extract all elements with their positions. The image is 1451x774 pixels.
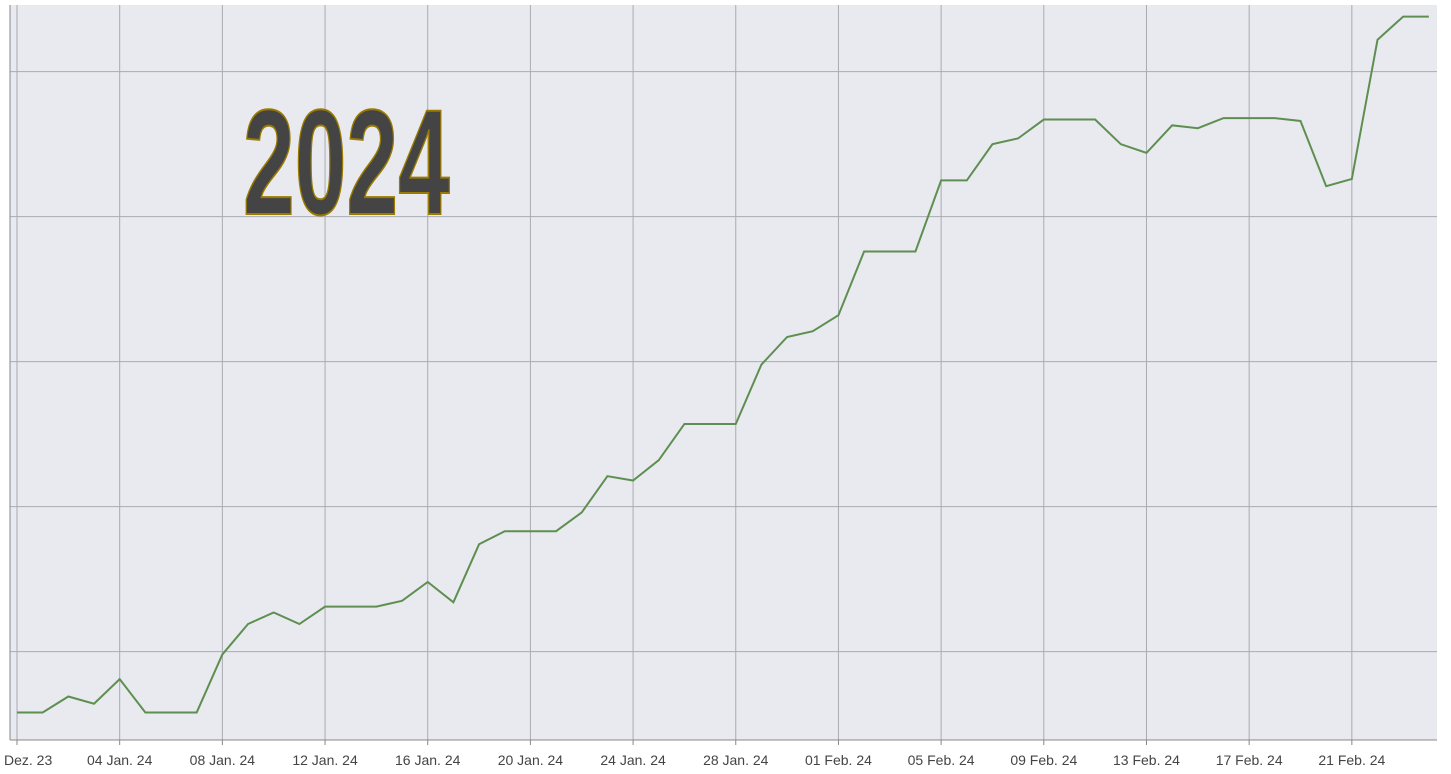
x-tick-label: 16 Jan. 24 (395, 752, 461, 768)
x-tick-label: 24 Jan. 24 (600, 752, 666, 768)
x-tick-label: 01 Feb. 24 (805, 752, 872, 768)
x-tick-label: 13 Feb. 24 (1113, 752, 1180, 768)
chart: Dez. 23 04 Jan. 24 08 Jan. 24 12 Jan. 24 16 … (0, 0, 1451, 774)
x-tick-label: 05 Feb. 24 (908, 752, 975, 768)
x-tick-label: 09 Feb. 24 (1010, 752, 1077, 768)
annotation: 2024 (243, 79, 450, 246)
x-tick-label: 28 Jan. 24 (703, 752, 769, 768)
x-tick-label: 04 Jan. 24 (87, 752, 153, 768)
x-tick-label: 21 Feb. 24 (1318, 752, 1385, 768)
plot-background (10, 5, 1437, 740)
x-tick-label: 17 Feb. 24 (1216, 752, 1283, 768)
x-tick-label: 12 Jan. 24 (292, 752, 358, 768)
x-tick-label: Dez. 23 (4, 752, 52, 768)
x-tick-label: 08 Jan. 24 (190, 752, 256, 768)
x-tick-label: 20 Jan. 24 (498, 752, 564, 768)
